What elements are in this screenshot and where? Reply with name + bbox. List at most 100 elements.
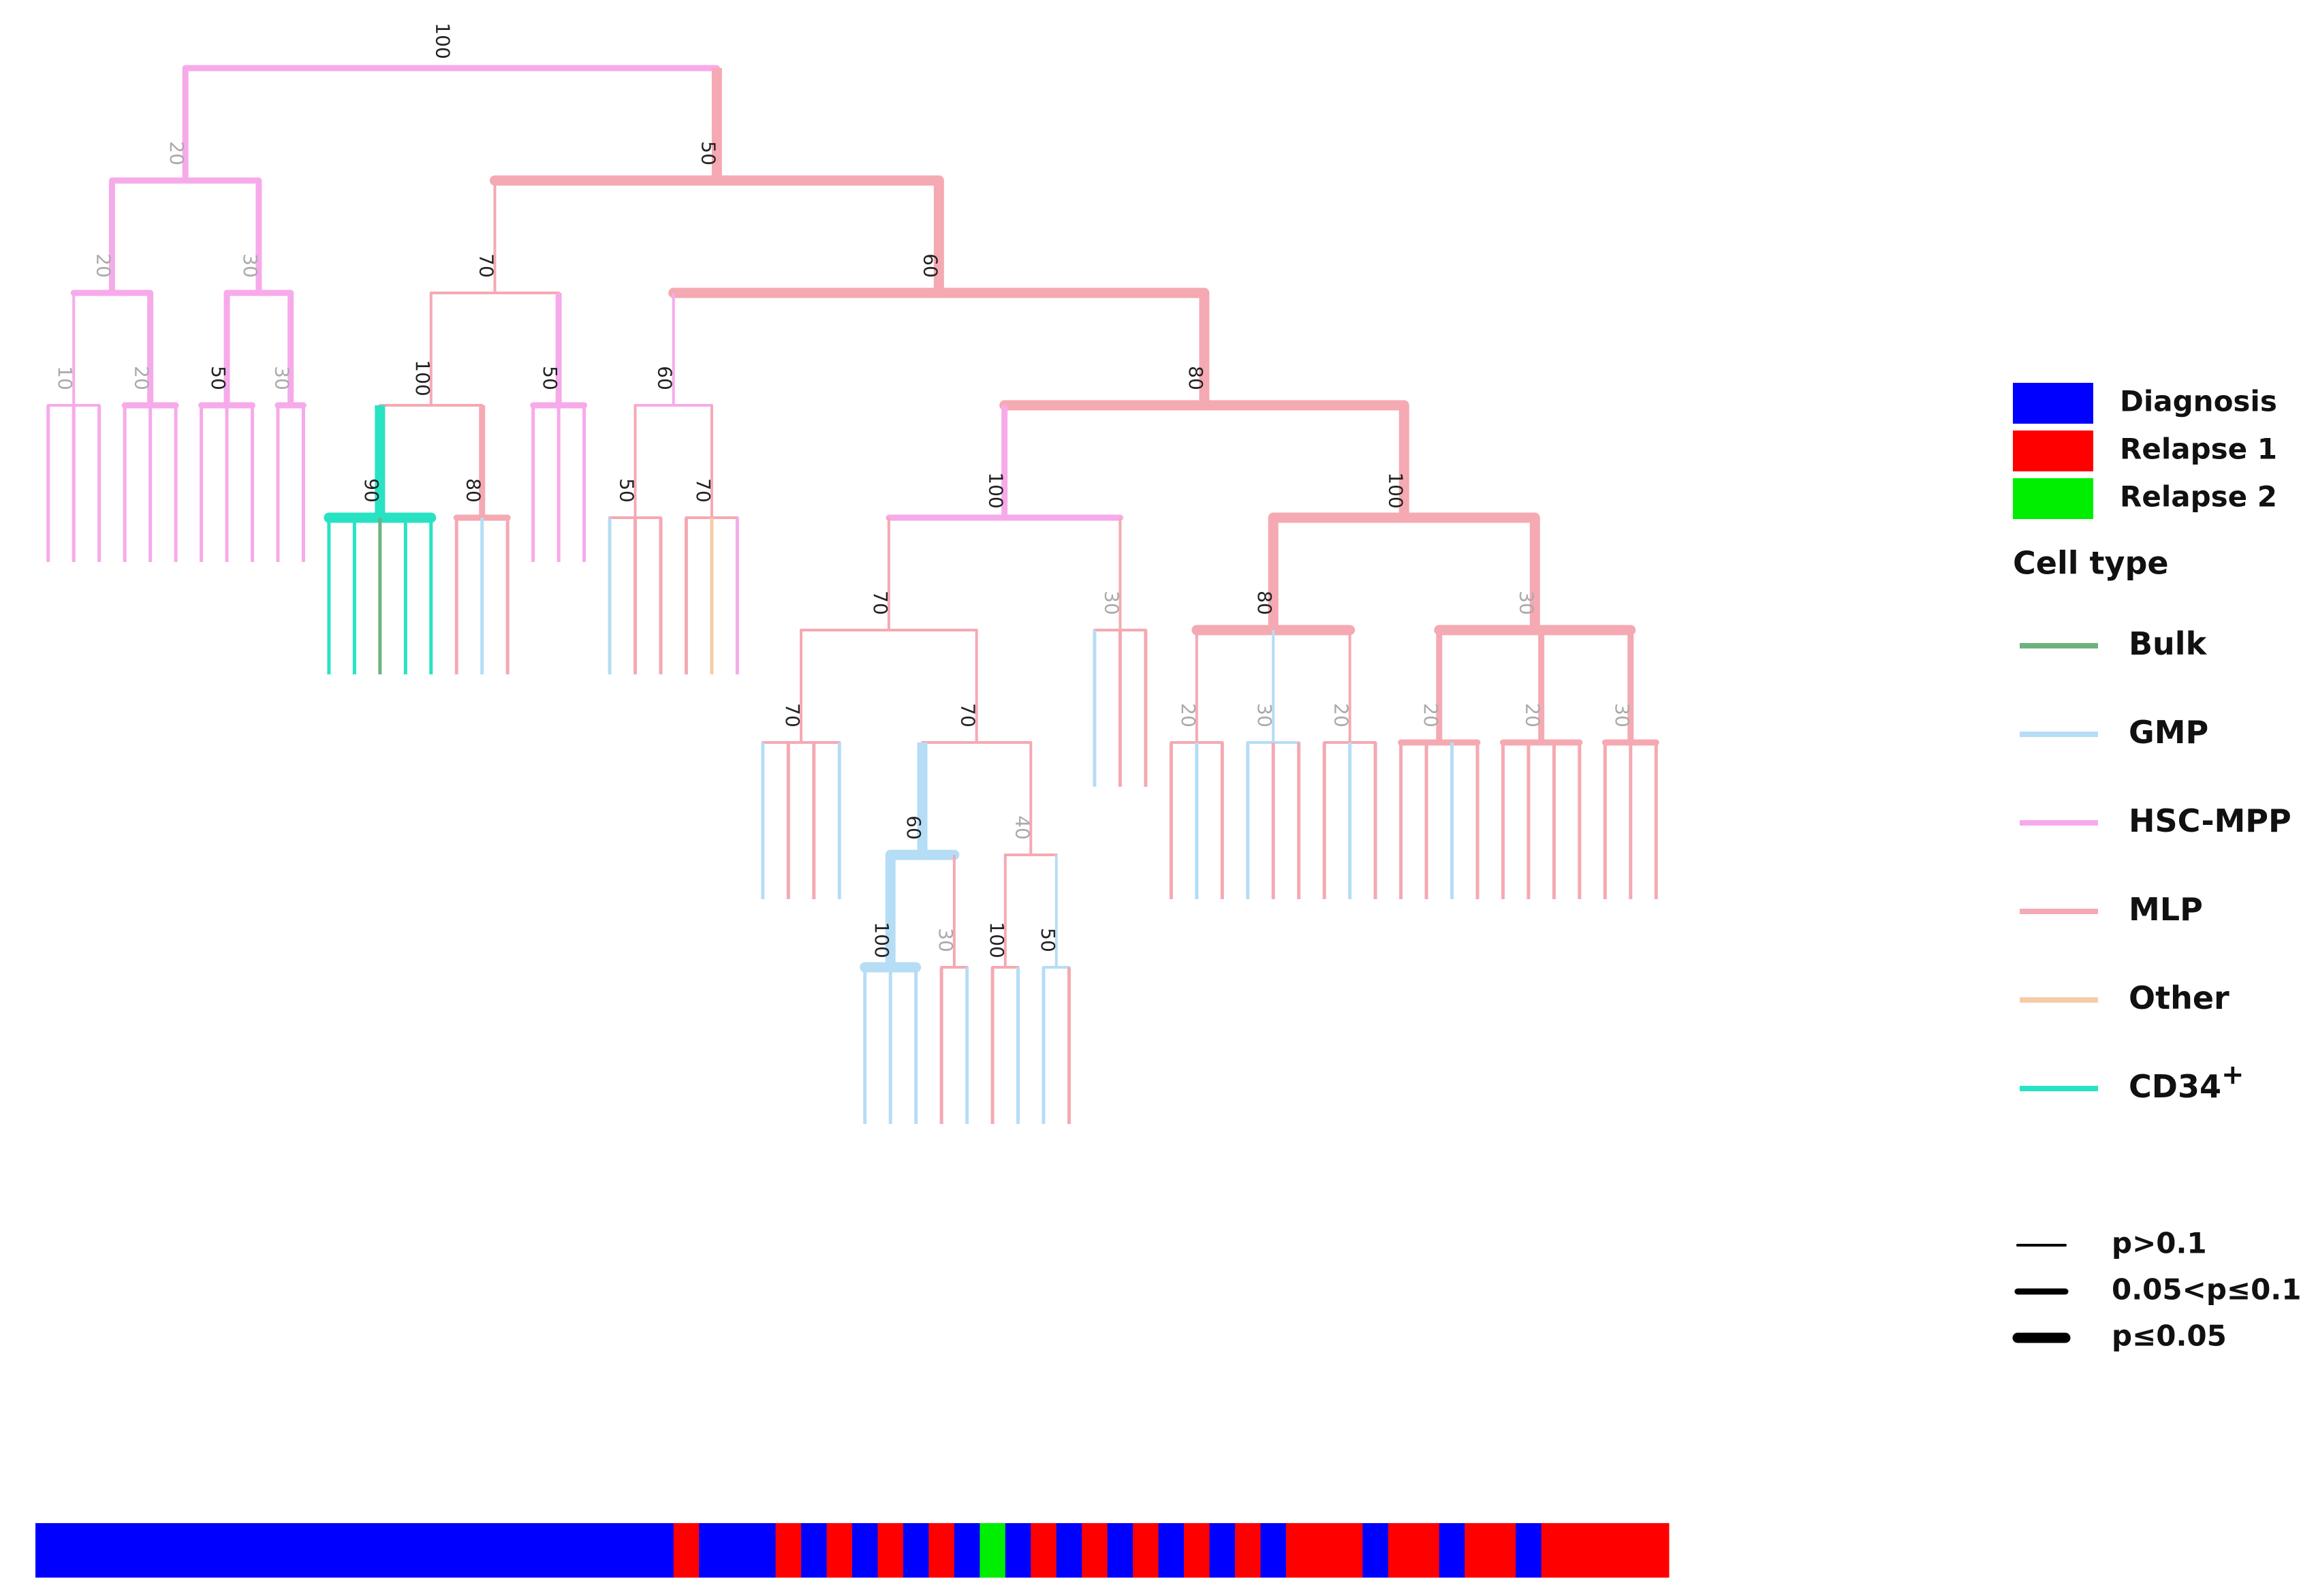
legend-label-text: CD34 (2129, 1068, 2221, 1105)
sample-cell (954, 1523, 980, 1578)
legend-label-text: Bulk (2129, 625, 2208, 662)
sample-cell (699, 1523, 725, 1578)
legend-label: p>0.1 (2112, 1227, 2207, 1260)
sample-cell (520, 1523, 546, 1578)
sample-cell (750, 1523, 777, 1578)
sample-cell (1031, 1523, 1057, 1578)
support-label: 60 (903, 815, 925, 840)
support-label: 40 (1011, 815, 1033, 840)
sample-cell (1516, 1523, 1542, 1578)
legend-label: Relapse 2 (2120, 480, 2277, 514)
support-label: 30 (1515, 591, 1537, 615)
sample-cell (571, 1523, 597, 1578)
sample-cell (341, 1523, 368, 1578)
legend-label-sup: + (2221, 1059, 2244, 1091)
support-label: 90 (360, 478, 383, 503)
support-label: 50 (616, 478, 638, 503)
sample-cell (35, 1523, 61, 1578)
legend-swatch (2013, 383, 2093, 424)
sample-cell (392, 1523, 419, 1578)
sample-cell (724, 1523, 751, 1578)
sample-cell (1158, 1523, 1185, 1578)
legend-label: 0.05<p≤0.1 (2112, 1273, 2301, 1306)
sample-cell (1439, 1523, 1465, 1578)
support-label: 50 (697, 141, 719, 166)
sample-cell (1567, 1523, 1593, 1578)
sample-cell (1388, 1523, 1414, 1578)
sample-cell (852, 1523, 878, 1578)
legend-label: Relapse 1 (2120, 433, 2277, 466)
support-label: 70 (475, 253, 497, 278)
legend-label: CD34+ (2129, 1059, 2244, 1105)
support-label: 30 (239, 253, 262, 278)
support-label: 30 (1100, 591, 1123, 615)
support-label: 100 (431, 22, 454, 59)
support-label: 100 (1384, 472, 1407, 508)
sample-cell (443, 1523, 470, 1578)
sample-cell (1490, 1523, 1516, 1578)
sample-cell (1082, 1523, 1108, 1578)
sample-cell (903, 1523, 929, 1578)
support-label: 100 (986, 922, 1008, 958)
legend-swatch (2013, 431, 2093, 471)
sample-cell (673, 1523, 700, 1578)
support-label: 100 (411, 360, 434, 396)
sample-cell (418, 1523, 444, 1578)
sample-cell (367, 1523, 394, 1578)
support-label: 70 (781, 703, 804, 727)
support-label: 50 (1037, 928, 1059, 952)
support-label: 100 (985, 472, 1007, 508)
support-label: 100 (871, 922, 893, 958)
support-label: 30 (1611, 703, 1633, 727)
sample-cell (1133, 1523, 1159, 1578)
sample-cell (1311, 1523, 1338, 1578)
legend-label: Bulk (2129, 625, 2208, 662)
legend-label-text: Other (2129, 980, 2229, 1016)
support-label: 20 (1420, 703, 1442, 727)
sample-cell (1592, 1523, 1618, 1578)
sample-cell (1413, 1523, 1440, 1578)
sample-bar (35, 1523, 1670, 1578)
support-label: 20 (1522, 703, 1544, 727)
support-label: 80 (1253, 591, 1276, 615)
sample-cell (290, 1523, 317, 1578)
tree: 100 20 20 10 20 30 50 30 50 70 100 90 80 50 60 60 50 70 80… (46, 22, 1659, 1124)
sample-cell (622, 1523, 648, 1578)
legend-label-text: GMP (2129, 714, 2208, 751)
sample-cell (928, 1523, 955, 1578)
sample-cell (61, 1523, 87, 1578)
support-label: 20 (166, 141, 188, 166)
sample-cell (1056, 1523, 1082, 1578)
sample-cell (980, 1523, 1006, 1578)
sample-cell (316, 1523, 343, 1578)
legend-title: Cell type (2013, 545, 2169, 582)
legend: Cell type Diagnosis Relapse 1 Relapse 2 Bul… (2012, 383, 2301, 1353)
legend-label: p≤0.05 (2112, 1319, 2227, 1353)
support-label: 70 (869, 591, 892, 615)
sample-cell (1107, 1523, 1133, 1578)
sample-cell (163, 1523, 189, 1578)
legend-label: MLP (2129, 891, 2203, 928)
legend-label-text: MLP (2129, 891, 2203, 928)
sample-cell (826, 1523, 853, 1578)
sample-cell (1362, 1523, 1389, 1578)
sample-cell (137, 1523, 163, 1578)
legend-label: Diagnosis (2120, 385, 2277, 418)
sample-cell (265, 1523, 292, 1578)
sample-cell (1005, 1523, 1031, 1578)
sample-cell (112, 1523, 138, 1578)
support-label: 70 (692, 478, 715, 503)
support-label: 20 (92, 253, 114, 278)
legend-label: Other (2129, 980, 2229, 1016)
sample-cell (1336, 1523, 1363, 1578)
sample-cell (469, 1523, 495, 1578)
sample-cell (1235, 1523, 1261, 1578)
support-label: 30 (271, 366, 294, 390)
sample-cell (214, 1523, 240, 1578)
sample-cell (1260, 1523, 1287, 1578)
support-label: 80 (463, 478, 485, 503)
legend-label: HSC-MPP (2129, 802, 2291, 839)
legend-swatch (2013, 478, 2093, 519)
sample-cell (1643, 1523, 1670, 1578)
support-label: 20 (1177, 703, 1200, 727)
